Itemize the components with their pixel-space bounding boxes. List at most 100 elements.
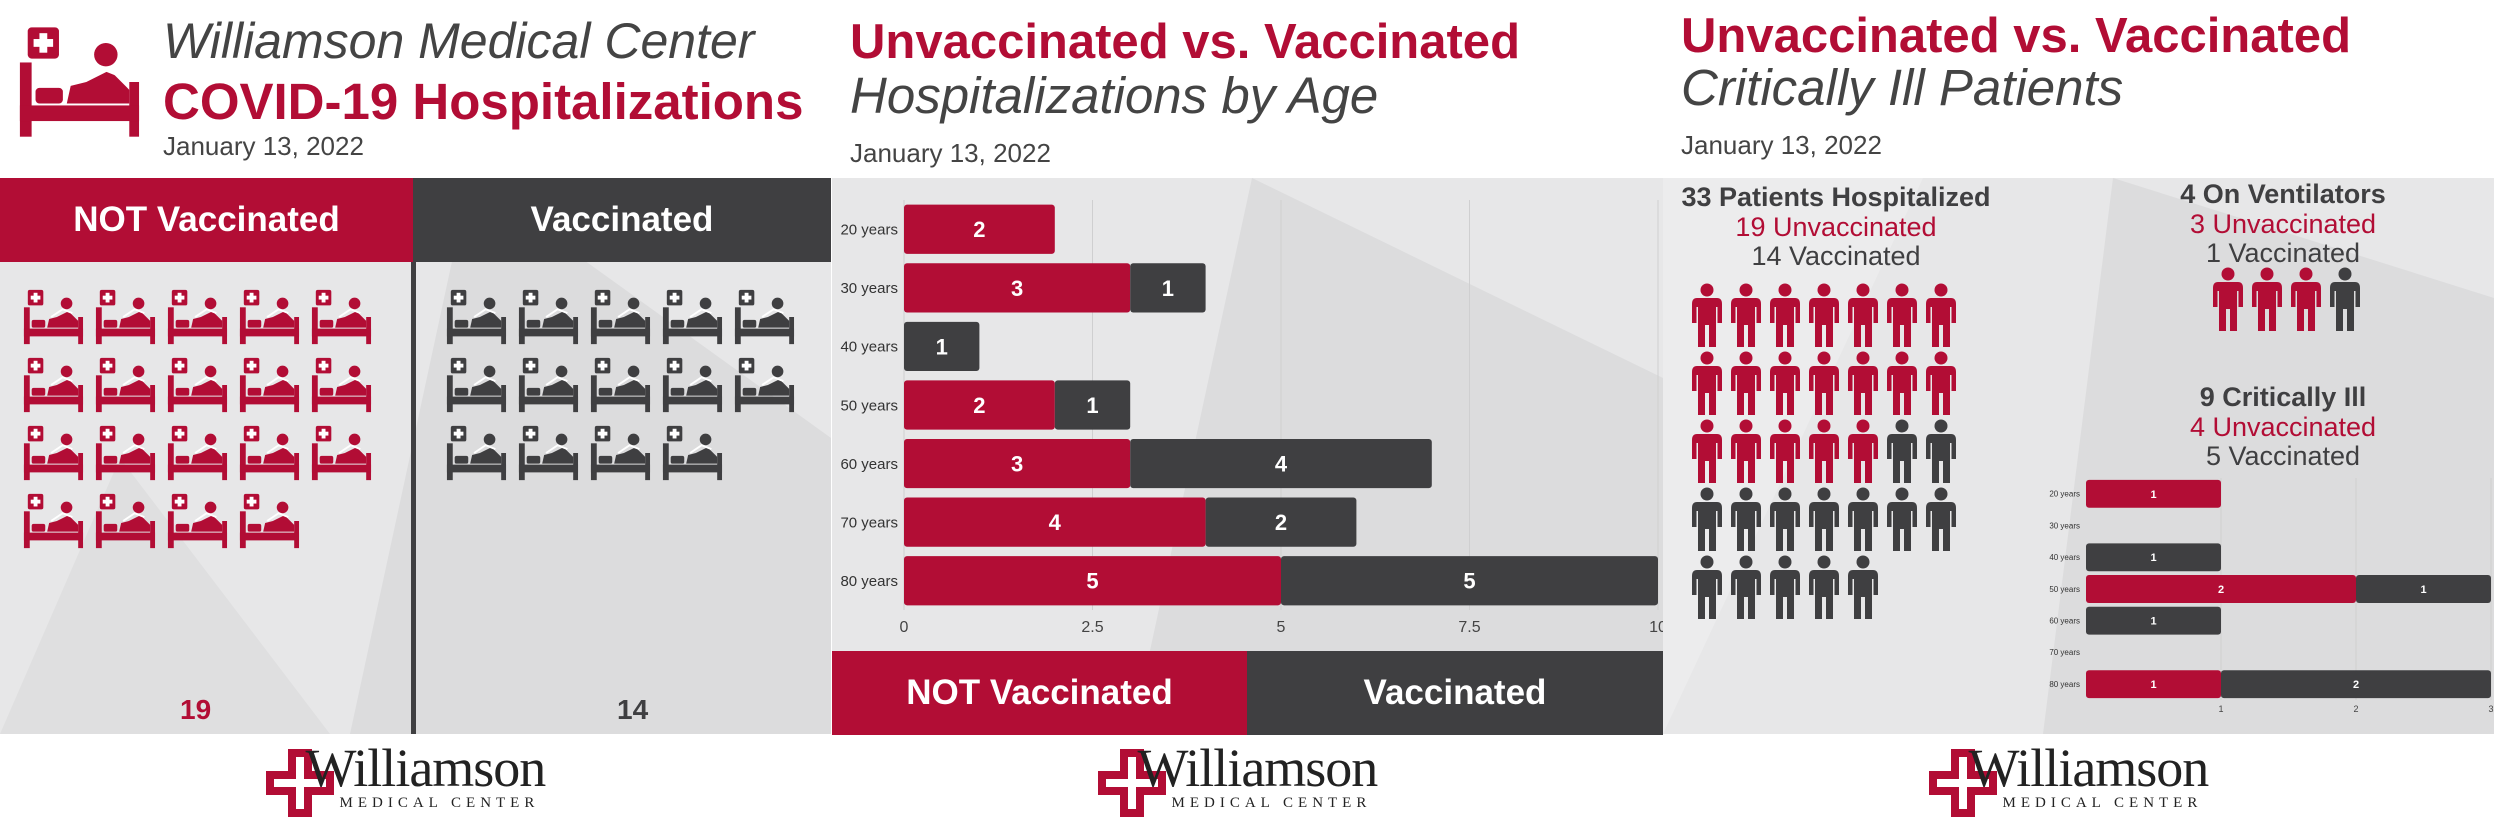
- hospital-bed-icon: [16, 22, 141, 142]
- bed-icon: [166, 490, 228, 552]
- y-category-label: 40 years: [2049, 553, 2080, 562]
- bed-icon: [94, 286, 156, 348]
- bar-unvaccinated: [904, 204, 1055, 254]
- hospitalized-headline: 33 Patients Hospitalized: [1681, 182, 1991, 212]
- bar-vaccinated: [2356, 575, 2491, 603]
- bar-vaccinated: [2086, 543, 2221, 572]
- person-icon: [1689, 351, 1725, 417]
- bar-value-label: 4: [1275, 451, 1288, 476]
- bar-vaccinated: [1054, 380, 1131, 430]
- y-category-label: 60 years: [840, 456, 898, 473]
- y-category-label: 80 years: [840, 573, 898, 590]
- bed-icon: [661, 422, 723, 484]
- bar-value-label: 4: [1049, 510, 1062, 535]
- x-tick-label: 5: [1277, 619, 1286, 636]
- person-icon: [1923, 351, 1959, 417]
- bar-vaccinated: [1130, 263, 1206, 313]
- bed-icon: [166, 422, 228, 484]
- vaccinated-bed-grid: [445, 286, 805, 490]
- person-icon: [1767, 283, 1803, 349]
- hospital-name: Williamson Medical Center: [163, 13, 755, 69]
- person-icon: [1806, 283, 1842, 349]
- y-category-label: 30 years: [840, 280, 898, 297]
- person-icon: [1728, 487, 1764, 553]
- person-icon: [1689, 419, 1725, 485]
- person-icon: [2210, 267, 2246, 333]
- hospitalized-vaccinated: 14 Vaccinated: [1751, 241, 1921, 272]
- person-icon: [2327, 267, 2363, 333]
- bed-icon: [589, 422, 651, 484]
- bed-icon: [517, 354, 579, 416]
- person-icon: [1884, 351, 1920, 417]
- person-icon: [1728, 419, 1764, 485]
- y-category-label: 30 years: [2049, 521, 2080, 530]
- person-icon: [1767, 419, 1803, 485]
- bed-icon: [166, 286, 228, 348]
- bed-icon: [238, 286, 300, 348]
- critically-ill-vaccinated: 5 Vaccinated: [2205, 441, 2361, 472]
- bar-vaccinated: [1130, 438, 1432, 489]
- person-icon: [1806, 555, 1842, 621]
- bed-icon: [517, 422, 579, 484]
- report-date: January 13, 2022: [850, 138, 1051, 168]
- bed-icon: [589, 286, 651, 348]
- bed-icon: [238, 422, 300, 484]
- person-icon: [1806, 351, 1842, 417]
- bar-value-label: 3: [1011, 276, 1023, 301]
- person-icon: [1923, 283, 1959, 349]
- person-icon: [1728, 555, 1764, 621]
- bed-icon: [589, 354, 651, 416]
- report-date: January 13, 2022: [163, 131, 364, 161]
- x-tick-label: 3: [2488, 704, 2493, 714]
- bed-icon: [733, 354, 795, 416]
- bar-vaccinated: [2221, 670, 2491, 699]
- not-vaccinated-count: 19: [180, 694, 212, 725]
- ventilators-vaccinated: 1 Vaccinated: [2205, 238, 2361, 269]
- bed-icon: [238, 354, 300, 416]
- bar-value-label: 2: [2353, 679, 2359, 691]
- bar-unvaccinated: [904, 263, 1131, 313]
- bar-value-label: 1: [1086, 393, 1098, 418]
- bed-icon: [94, 490, 156, 552]
- person-icon: [1689, 555, 1725, 621]
- bar-value-label: 2: [1275, 510, 1287, 535]
- person-icon: [1845, 351, 1881, 417]
- column-divider: [411, 262, 416, 734]
- critically-ill-unvaccinated: 4 Unvaccinated: [2189, 411, 2377, 442]
- williamson-logo: Williamson MEDICAL CENTER: [1929, 737, 2229, 819]
- person-icon: [1728, 283, 1764, 349]
- hospitalized-stat: 33 Patients Hospitalized 19 Unvaccinated…: [1681, 182, 1991, 272]
- x-tick-label: 10: [1649, 619, 1663, 636]
- legend-vaccinated: Vaccinated: [1247, 651, 1663, 735]
- bar-unvaccinated: [2086, 575, 2356, 603]
- y-category-label: 70 years: [2049, 648, 2080, 657]
- y-category-label: 40 years: [840, 339, 898, 356]
- bed-icon: [445, 354, 507, 416]
- age-bar-chart: 0 2.5 5 7.5 10 20 years 2 30 years 3 1 40 years 1 50…: [840, 200, 1663, 636]
- bar-value-label: 5: [1463, 569, 1475, 594]
- bed-icon: [733, 286, 795, 348]
- bar-vaccinated: [1205, 497, 1357, 547]
- x-tick-label: 2: [2353, 704, 2358, 714]
- panel-hospitalizations-by-age: Unvaccinated vs. Vaccinated Hospitalizat…: [832, 0, 1663, 831]
- person-icon: [1845, 487, 1881, 553]
- hospitalized-unvaccinated: 19 Unvaccinated: [1735, 211, 1937, 242]
- person-icon: [1845, 419, 1881, 485]
- bed-icon: [22, 422, 84, 484]
- bed-icon: [310, 422, 372, 484]
- bar-value-label: 1: [2150, 616, 2156, 628]
- person-icon: [1923, 487, 1959, 553]
- bed-icon: [661, 286, 723, 348]
- bar-value-label: 3: [1011, 451, 1023, 476]
- background-shine: [0, 178, 831, 734]
- bed-icon: [94, 422, 156, 484]
- y-category-label: 60 years: [2049, 617, 2080, 626]
- person-icon: [1884, 283, 1920, 349]
- x-tick-label: 7.5: [1458, 619, 1480, 636]
- bed-icon: [661, 354, 723, 416]
- bar-unvaccinated: [904, 497, 1206, 547]
- bar-value-label: 1: [2150, 679, 2156, 691]
- bed-icon: [517, 286, 579, 348]
- bar-unvaccinated: [904, 556, 1281, 606]
- bed-icon: [310, 354, 372, 416]
